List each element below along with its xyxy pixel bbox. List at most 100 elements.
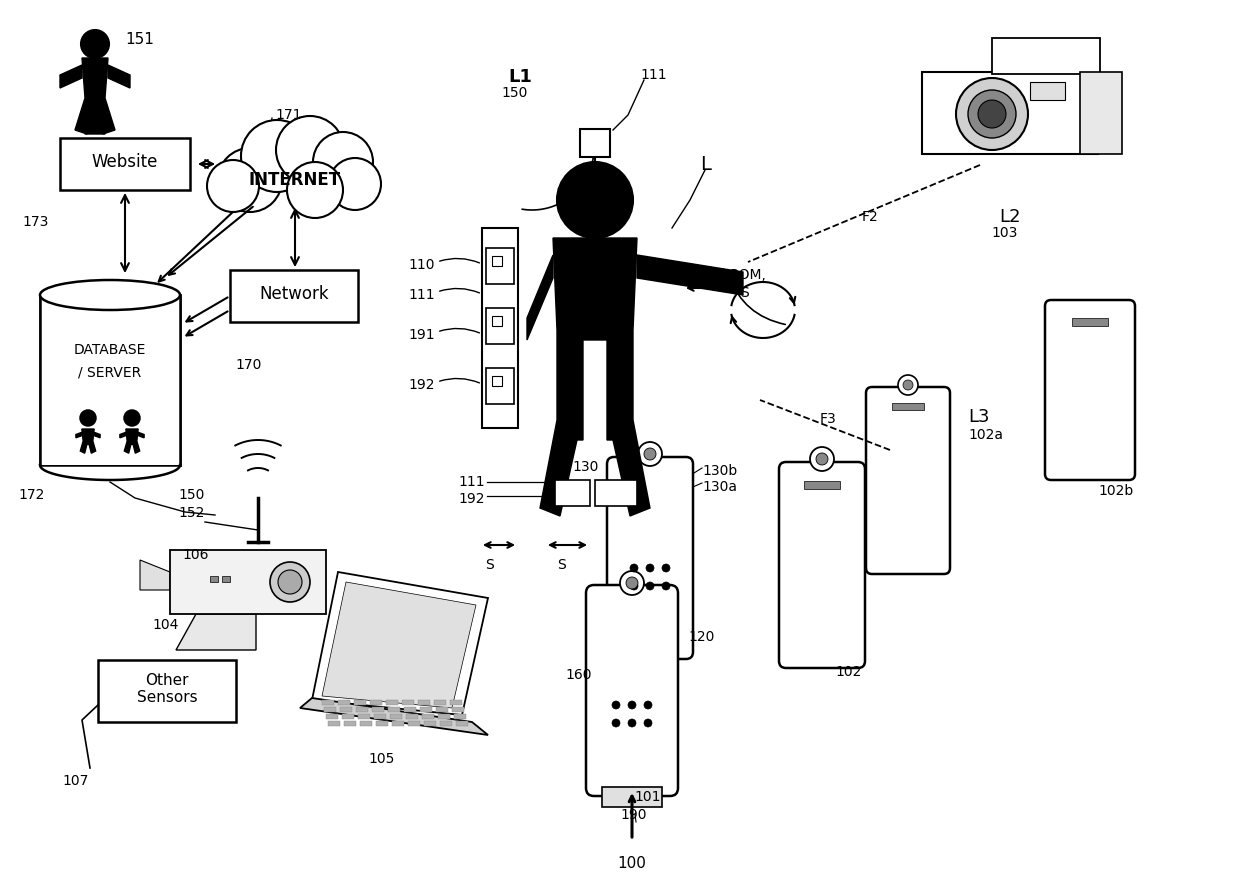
Text: DATABASE: DATABASE <box>74 343 146 357</box>
Bar <box>170 550 326 614</box>
Polygon shape <box>343 721 356 726</box>
Circle shape <box>646 582 653 590</box>
Circle shape <box>124 410 140 425</box>
Polygon shape <box>356 707 368 712</box>
Bar <box>210 576 218 582</box>
Circle shape <box>286 162 343 218</box>
Polygon shape <box>370 700 382 705</box>
Polygon shape <box>454 714 466 719</box>
Circle shape <box>898 375 918 395</box>
Text: Website: Website <box>92 153 159 171</box>
Polygon shape <box>527 255 553 340</box>
Text: 101: 101 <box>635 790 661 804</box>
Circle shape <box>627 719 636 727</box>
Text: 111: 111 <box>459 475 485 489</box>
Bar <box>804 481 839 489</box>
Polygon shape <box>353 700 366 705</box>
Text: 172: 172 <box>19 488 45 502</box>
Polygon shape <box>420 707 432 712</box>
Polygon shape <box>176 614 255 650</box>
Polygon shape <box>81 429 95 453</box>
Text: 111: 111 <box>408 288 435 302</box>
Polygon shape <box>418 700 430 705</box>
Bar <box>892 403 924 410</box>
Circle shape <box>278 570 303 594</box>
Text: Other
Sensors: Other Sensors <box>136 673 197 706</box>
Text: F2: F2 <box>862 210 879 224</box>
Text: / SERVER: / SERVER <box>78 365 141 379</box>
Circle shape <box>277 116 343 184</box>
Bar <box>40 295 180 465</box>
Text: 190: 190 <box>620 808 646 822</box>
Circle shape <box>81 410 95 425</box>
Text: ROM,: ROM, <box>730 268 766 282</box>
Polygon shape <box>76 433 82 438</box>
Text: 106: 106 <box>182 548 208 562</box>
Circle shape <box>816 453 828 465</box>
Bar <box>492 376 502 386</box>
Polygon shape <box>405 714 418 719</box>
FancyBboxPatch shape <box>866 387 950 574</box>
Text: L: L <box>701 155 711 174</box>
Bar <box>60 138 190 190</box>
Circle shape <box>630 582 639 590</box>
Polygon shape <box>374 714 386 719</box>
Bar <box>923 72 1097 154</box>
Bar <box>1080 72 1122 154</box>
Text: 103: 103 <box>992 226 1018 240</box>
Bar <box>580 129 610 157</box>
Bar <box>222 576 229 582</box>
Text: 102a: 102a <box>968 428 1003 442</box>
Circle shape <box>241 120 312 192</box>
Circle shape <box>978 100 1006 128</box>
FancyBboxPatch shape <box>608 457 693 659</box>
Text: L2: L2 <box>999 208 1021 226</box>
Bar <box>492 316 502 326</box>
Bar <box>556 480 590 506</box>
Circle shape <box>810 447 835 471</box>
Text: 170: 170 <box>236 358 262 372</box>
Polygon shape <box>392 721 404 726</box>
FancyBboxPatch shape <box>779 462 866 668</box>
Polygon shape <box>326 714 339 719</box>
Polygon shape <box>86 98 105 134</box>
Circle shape <box>620 571 644 595</box>
Text: 191: 191 <box>408 328 435 342</box>
Polygon shape <box>94 433 100 438</box>
Circle shape <box>207 160 259 212</box>
Polygon shape <box>300 698 489 735</box>
Polygon shape <box>124 429 140 453</box>
Bar <box>1073 318 1109 326</box>
Bar <box>601 787 662 807</box>
Circle shape <box>646 564 653 572</box>
Polygon shape <box>342 714 353 719</box>
Polygon shape <box>456 721 467 726</box>
Bar <box>215 158 374 208</box>
Bar <box>1030 82 1065 100</box>
Circle shape <box>639 442 662 466</box>
Bar <box>98 660 236 722</box>
Polygon shape <box>436 707 448 712</box>
Text: 192: 192 <box>459 492 485 506</box>
Polygon shape <box>372 707 384 712</box>
Bar <box>229 270 358 322</box>
FancyBboxPatch shape <box>1045 300 1135 480</box>
Polygon shape <box>637 255 743 295</box>
Text: L1: L1 <box>508 68 532 86</box>
Text: 105: 105 <box>368 752 394 766</box>
Polygon shape <box>358 714 370 719</box>
Polygon shape <box>140 560 170 590</box>
Polygon shape <box>402 700 414 705</box>
Bar <box>486 248 515 284</box>
Text: 104: 104 <box>153 618 179 632</box>
Circle shape <box>903 380 913 390</box>
Text: 102: 102 <box>835 665 862 679</box>
Circle shape <box>662 564 670 572</box>
Polygon shape <box>138 433 144 438</box>
Polygon shape <box>438 714 450 719</box>
Text: 111: 111 <box>640 68 667 82</box>
Text: 100: 100 <box>618 856 646 871</box>
Polygon shape <box>422 714 434 719</box>
Bar <box>595 480 637 506</box>
Text: INTERNET: INTERNET <box>249 171 341 189</box>
